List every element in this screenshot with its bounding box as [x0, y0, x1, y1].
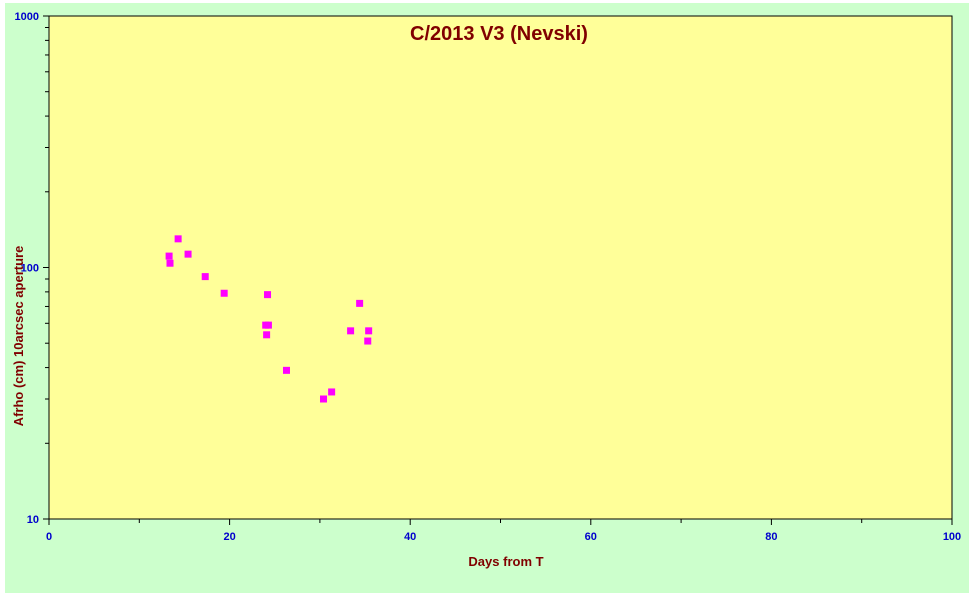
data-point: [282, 366, 290, 374]
data-point: [166, 259, 174, 267]
x-tick-label: 80: [765, 531, 777, 543]
data-point: [184, 250, 192, 258]
data-point: [263, 331, 271, 339]
data-point: [220, 289, 228, 297]
x-tick-label: 0: [46, 531, 52, 543]
data-point: [320, 395, 328, 403]
data-point: [364, 337, 372, 345]
chart-title: C/2013 V3 (Nevski): [410, 23, 588, 45]
x-tick-label: 60: [585, 531, 597, 543]
data-point: [328, 388, 336, 396]
y-tick-label: 1000: [15, 11, 39, 23]
plot-area: [48, 15, 953, 520]
x-tick-label: 40: [404, 531, 416, 543]
data-point: [264, 291, 272, 299]
x-axis-label: Days from T: [468, 554, 543, 569]
data-point: [165, 252, 173, 260]
data-points: [165, 235, 373, 403]
x-tick-label: 100: [943, 531, 961, 543]
data-point: [264, 321, 272, 329]
y-axis-label: Afrho (cm) 10arcsec aperture: [11, 246, 26, 427]
data-point: [174, 235, 182, 243]
x-tick-label: 20: [223, 531, 235, 543]
data-point: [347, 327, 355, 335]
x-axis-ticks: 0 20 40 60 80 100: [46, 519, 961, 543]
data-point: [356, 299, 364, 307]
y-axis-ticks: 10 100 1000: [15, 11, 49, 526]
data-point: [201, 273, 209, 281]
data-point: [365, 327, 373, 335]
y-tick-label: 10: [27, 514, 39, 526]
y-tick-label: 100: [21, 263, 39, 275]
